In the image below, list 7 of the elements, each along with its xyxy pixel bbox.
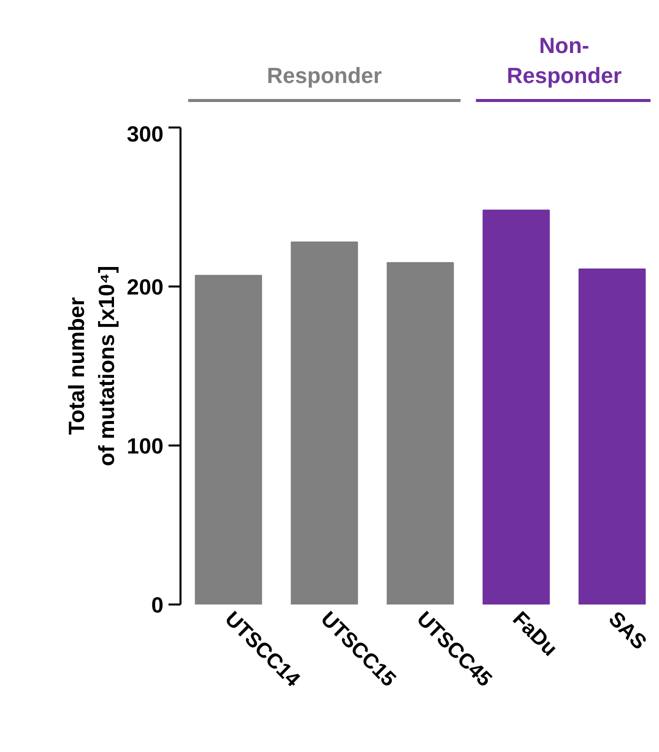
y-axis-title: Total number of mutations [x10⁴]: [64, 266, 119, 466]
y-tick-label: 200: [126, 274, 164, 300]
y-tick-label: 0: [151, 592, 164, 618]
text: Responder: [266, 63, 382, 88]
text: Non- Responder: [506, 33, 622, 88]
y-tick-label: 100: [126, 434, 164, 458]
y-tick-label: 300: [126, 122, 164, 146]
